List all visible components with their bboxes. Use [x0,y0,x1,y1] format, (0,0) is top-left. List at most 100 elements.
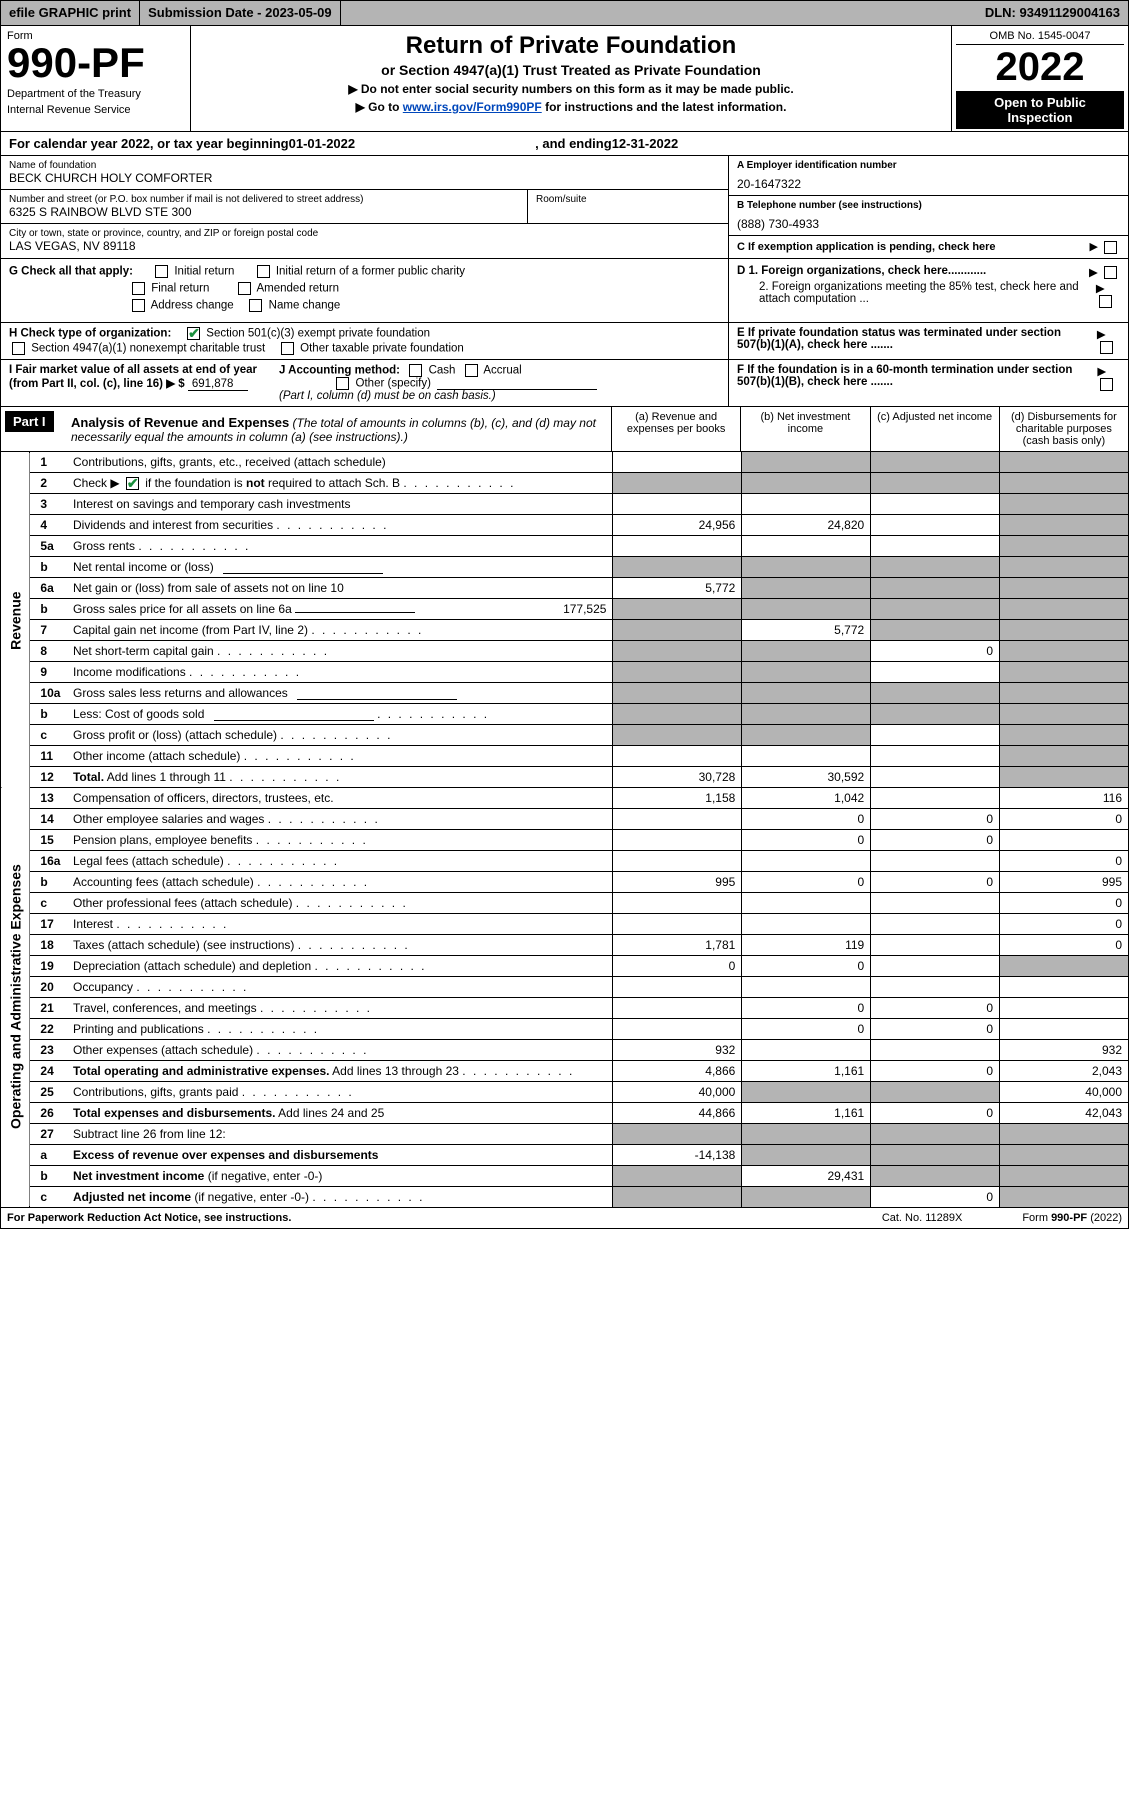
note2-pre: ▶ Go to [356,100,403,114]
street-value: 6325 S RAINBOW BLVD STE 300 [9,205,519,219]
schb-checkbox[interactable] [126,477,139,490]
row-num: c [30,724,67,745]
g-name-change-checkbox[interactable] [249,299,262,312]
table-row: 24Total operating and administrative exp… [1,1060,1129,1081]
h-other-taxable-checkbox[interactable] [281,342,294,355]
table-cell [871,556,1000,577]
table-cell [871,452,1000,473]
c-checkbox[interactable] [1104,241,1117,254]
table-cell [742,661,871,682]
row-label: Less: Cost of goods sold [67,703,613,724]
table-cell: 0 [742,1018,871,1039]
table-cell: 0 [1000,850,1129,871]
table-row: Operating and Administrative Expenses13C… [1,787,1129,808]
dln-value: 93491129004163 [1019,5,1120,20]
h-501c3-checkbox[interactable] [187,327,200,340]
table-cell: 5,772 [613,577,742,598]
row-num: 14 [30,808,67,829]
city-cell: City or town, state or province, country… [1,224,728,257]
table-cell [613,452,742,473]
g-initial-return-checkbox[interactable] [155,265,168,278]
g-amended-checkbox[interactable] [238,282,251,295]
open-inspection: Open to Public Inspection [956,91,1124,129]
form-header: Form 990-PF Department of the Treasury I… [0,26,1129,132]
inspect-line2: Inspection [1007,110,1072,125]
row-num: 11 [30,745,67,766]
table-cell: 2,043 [1000,1060,1129,1081]
table-cell [742,892,871,913]
table-row: 10aGross sales less returns and allowanc… [1,682,1129,703]
part1-desc: Analysis of Revenue and Expenses (The to… [69,411,611,447]
part1-title: Analysis of Revenue and Expenses [71,415,289,430]
table-cell [613,1165,742,1186]
table-cell: 0 [1000,934,1129,955]
row-num: 20 [30,976,67,997]
row-num: 9 [30,661,67,682]
table-cell [871,661,1000,682]
table-cell: 0 [742,955,871,976]
table-cell [613,682,742,703]
row-label: Compensation of officers, directors, tru… [67,787,613,808]
j-other-checkbox[interactable] [336,377,349,390]
j-cash-checkbox[interactable] [409,364,422,377]
part1-header-row: Part I Analysis of Revenue and Expenses … [0,407,1129,452]
top-bar: efile GRAPHIC print Submission Date - 20… [0,0,1129,26]
table-cell [871,1081,1000,1102]
g-final-return-checkbox[interactable] [132,282,145,295]
table-cell: 1,161 [742,1060,871,1081]
g-address-change-checkbox[interactable] [132,299,145,312]
table-cell [613,640,742,661]
j-cash: Cash [429,364,456,376]
col-a-header: (a) Revenue and expenses per books [611,407,740,451]
omb-number: OMB No. 1545-0047 [956,28,1124,45]
row-num: 6a [30,577,67,598]
submission-date: 2023-05-09 [265,5,332,20]
table-cell [871,472,1000,493]
table-row: bLess: Cost of goods sold [1,703,1129,724]
table-row: 25Contributions, gifts, grants paid 40,0… [1,1081,1129,1102]
table-row: bGross sales price for all assets on lin… [1,598,1129,619]
table-cell: 1,161 [742,1102,871,1123]
cal-mid: , and ending [535,136,612,151]
h-block: H Check type of organization: Section 50… [1,323,728,359]
table-cell [871,619,1000,640]
d2-checkbox[interactable] [1099,295,1112,308]
j-accrual-checkbox[interactable] [465,364,478,377]
row-label: Total. Add lines 1 through 11 [67,766,613,787]
g-initial-former-checkbox[interactable] [257,265,270,278]
row-label: Printing and publications [67,1018,613,1039]
table-cell [613,829,742,850]
row-num: 8 [30,640,67,661]
g-block: G Check all that apply: Initial return I… [1,259,728,322]
table-cell [742,703,871,724]
col-c-header: (c) Adjusted net income [870,407,999,451]
h-4947-checkbox[interactable] [12,342,25,355]
table-cell [871,850,1000,871]
row-num: 26 [30,1102,67,1123]
efile-label: efile GRAPHIC print [1,1,140,25]
e-checkbox[interactable] [1100,341,1113,354]
irs-link[interactable]: www.irs.gov/Form990PF [403,100,542,114]
street-cell: Number and street (or P.O. box number if… [1,190,528,223]
cal-end: 12-31-2022 [612,136,679,151]
row-label: Capital gain net income (from Part IV, l… [67,619,613,640]
table-row: 20Occupancy [1,976,1129,997]
form-number: 990-PF [7,42,184,84]
row-num: 16a [30,850,67,871]
table-cell [613,913,742,934]
table-row: 14Other employee salaries and wages 000 [1,808,1129,829]
table-cell [742,1081,871,1102]
f-checkbox[interactable] [1100,378,1113,391]
table-cell: 0 [871,1060,1000,1081]
d1-checkbox[interactable] [1104,266,1117,279]
g-final-return: Final return [151,282,209,294]
row-label: Other employee salaries and wages [67,808,613,829]
row-label: Subtract line 26 from line 12: [67,1123,613,1144]
table-cell [613,1186,742,1207]
row-label: Net short-term capital gain [67,640,613,661]
row-label: Other expenses (attach schedule) [67,1039,613,1060]
row-num: b [30,1165,67,1186]
table-cell: 24,956 [613,514,742,535]
table-cell: 44,866 [613,1102,742,1123]
row-num: 25 [30,1081,67,1102]
